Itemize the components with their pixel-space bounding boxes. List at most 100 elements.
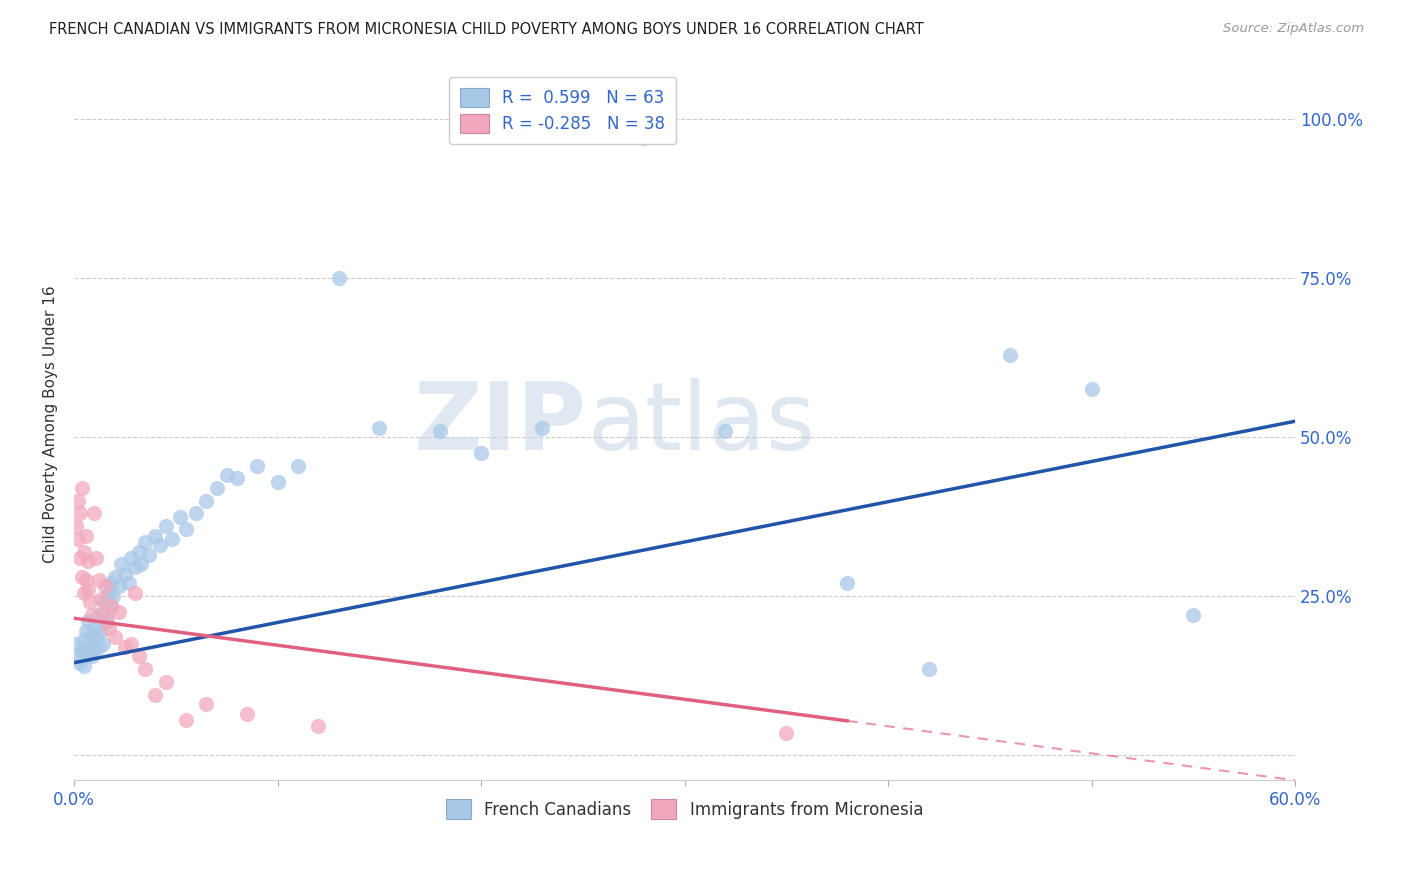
Y-axis label: Child Poverty Among Boys Under 16: Child Poverty Among Boys Under 16	[44, 285, 58, 563]
Point	[79, 595, 101, 609]
Point	[91, 637, 114, 651]
Point	[110, 558, 132, 572]
Point	[93, 579, 115, 593]
Point	[67, 532, 90, 546]
Point	[195, 493, 218, 508]
Point	[138, 548, 160, 562]
Point	[86, 550, 108, 565]
Point	[87, 573, 110, 587]
Point	[124, 560, 146, 574]
Point	[82, 608, 104, 623]
Point	[236, 706, 259, 721]
Point	[837, 576, 859, 591]
Point	[328, 271, 350, 285]
Point	[998, 347, 1021, 361]
Point	[75, 624, 97, 638]
Point	[174, 522, 197, 536]
Point	[1182, 608, 1205, 623]
Point	[129, 558, 152, 572]
Point	[100, 599, 122, 613]
Point	[73, 586, 96, 600]
Point	[104, 570, 127, 584]
Point	[77, 582, 100, 597]
Point	[79, 637, 101, 651]
Point	[104, 630, 127, 644]
Point	[83, 507, 105, 521]
Point	[148, 538, 170, 552]
Point	[70, 481, 93, 495]
Point	[118, 576, 141, 591]
Point	[128, 649, 150, 664]
Point	[775, 725, 797, 739]
Point	[86, 630, 108, 644]
Point	[108, 579, 131, 593]
Point	[77, 615, 100, 629]
Point	[134, 535, 156, 549]
Point	[73, 544, 96, 558]
Point	[75, 528, 97, 542]
Point	[73, 659, 96, 673]
Point	[186, 507, 208, 521]
Point	[287, 458, 309, 473]
Point	[169, 509, 191, 524]
Point	[100, 599, 122, 613]
Point	[65, 637, 87, 651]
Point	[714, 424, 737, 438]
Point	[96, 608, 118, 623]
Point	[225, 471, 247, 485]
Point	[101, 589, 124, 603]
Point	[83, 621, 105, 635]
Point	[633, 131, 655, 145]
Point	[108, 605, 131, 619]
Point	[91, 605, 114, 619]
Point	[83, 643, 105, 657]
Legend: French Canadians, Immigrants from Micronesia: French Canadians, Immigrants from Micron…	[439, 793, 929, 825]
Point	[470, 446, 492, 460]
Point	[114, 640, 136, 654]
Point	[90, 624, 112, 638]
Point	[82, 649, 104, 664]
Point	[93, 595, 115, 609]
Point	[429, 424, 451, 438]
Point	[97, 621, 120, 635]
Point	[205, 481, 228, 495]
Point	[114, 566, 136, 581]
Point	[87, 608, 110, 623]
Point	[128, 544, 150, 558]
Point	[69, 656, 91, 670]
Point	[77, 554, 100, 568]
Point	[77, 646, 100, 660]
Point	[134, 662, 156, 676]
Point	[120, 550, 142, 565]
Point	[100, 576, 122, 591]
Point	[155, 674, 177, 689]
Point	[67, 493, 90, 508]
Point	[67, 649, 90, 664]
Point	[531, 420, 554, 434]
Point	[266, 475, 288, 489]
Point	[145, 528, 167, 542]
Point	[174, 713, 197, 727]
Text: Source: ZipAtlas.com: Source: ZipAtlas.com	[1223, 22, 1364, 36]
Text: FRENCH CANADIAN VS IMMIGRANTS FROM MICRONESIA CHILD POVERTY AMONG BOYS UNDER 16 : FRENCH CANADIAN VS IMMIGRANTS FROM MICRO…	[49, 22, 924, 37]
Point	[69, 550, 91, 565]
Point	[160, 532, 183, 546]
Point	[93, 615, 115, 629]
Point	[1080, 383, 1102, 397]
Point	[97, 586, 120, 600]
Point	[120, 637, 142, 651]
Point	[246, 458, 269, 473]
Point	[307, 719, 329, 733]
Point	[145, 688, 167, 702]
Point	[368, 420, 391, 434]
Point	[75, 573, 97, 587]
Point	[124, 586, 146, 600]
Point	[195, 697, 218, 711]
Point	[73, 633, 96, 648]
Point	[215, 468, 238, 483]
Point	[87, 640, 110, 654]
Point	[918, 662, 941, 676]
Point	[70, 570, 93, 584]
Point	[69, 507, 91, 521]
Text: atlas: atlas	[586, 378, 815, 470]
